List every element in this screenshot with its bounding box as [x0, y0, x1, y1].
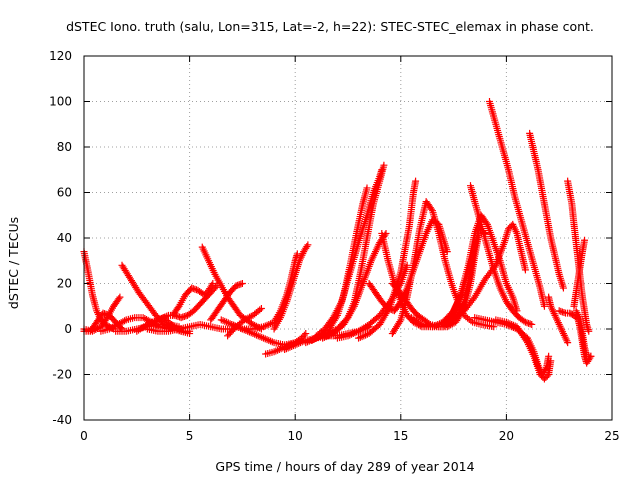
data-series	[572, 307, 595, 360]
x-tick-label: 5	[186, 429, 194, 443]
data-point	[545, 293, 553, 301]
data-series	[80, 293, 124, 335]
x-axis-tick-labels: 0 5 10 15 20 25	[80, 429, 619, 443]
data-point	[303, 243, 311, 251]
data-point	[427, 205, 435, 213]
data-point	[257, 305, 265, 313]
y-axis-tick-labels: -40 -20 0 20 40 60 80 100 120	[49, 49, 72, 427]
y-axis-title: dSTEC / TECUs	[6, 217, 21, 309]
data-point	[378, 166, 386, 174]
data-series	[439, 220, 529, 326]
data-point	[581, 236, 589, 244]
data-point	[521, 266, 529, 274]
data-series	[439, 211, 521, 328]
chart-title: dSTEC Iono. truth (salu, Lon=315, Lat=-2…	[66, 19, 594, 34]
data-point	[363, 184, 371, 192]
plot-frame	[83, 55, 613, 421]
data-series	[355, 177, 420, 342]
x-tick-label: 25	[604, 429, 619, 443]
y-tick-label: -20	[52, 368, 72, 382]
data-point	[545, 352, 553, 360]
data-point	[304, 241, 312, 249]
x-tick-label: 0	[80, 429, 88, 443]
data-point	[302, 330, 310, 338]
data-series	[224, 305, 265, 340]
y-tick-label: 0	[64, 322, 72, 336]
data-series	[545, 293, 572, 347]
y-tick-label: -40	[52, 413, 72, 427]
data-point	[585, 327, 593, 335]
data-point	[520, 317, 528, 325]
data-series	[570, 236, 589, 310]
data-point	[238, 280, 246, 287]
y-tick-label: 60	[57, 186, 72, 200]
data-point	[396, 318, 404, 326]
data-point	[403, 261, 411, 269]
data-series	[526, 129, 567, 292]
data-points	[80, 98, 595, 383]
x-tick-label: 15	[393, 429, 408, 443]
data-point	[586, 354, 594, 362]
data-series	[378, 229, 477, 331]
data-series	[169, 280, 217, 319]
data-series	[312, 166, 386, 340]
data-point	[116, 293, 124, 301]
data-point	[559, 284, 567, 292]
y-tick-label: 20	[57, 277, 72, 291]
data-point	[121, 317, 129, 325]
data-series	[466, 182, 536, 328]
data-point	[482, 219, 490, 227]
data-series	[492, 316, 555, 383]
data-point	[491, 263, 499, 271]
y-tick-label: 80	[57, 140, 72, 154]
data-point	[540, 302, 548, 310]
data-point	[256, 306, 264, 314]
data-point	[541, 365, 549, 373]
data-point	[209, 280, 217, 287]
data-point	[528, 320, 536, 328]
data-point	[186, 330, 194, 338]
data-point	[547, 357, 555, 365]
data-point	[176, 326, 184, 334]
data-point	[469, 295, 477, 303]
data-point	[467, 317, 475, 325]
data-series	[270, 241, 312, 333]
data-point	[587, 352, 595, 360]
y-tick-label: 120	[49, 49, 72, 63]
x-tick-label: 10	[288, 429, 303, 443]
data-point	[115, 295, 123, 303]
data-point	[443, 248, 451, 256]
data-point	[543, 372, 551, 380]
x-axis-title: GPS time / hours of day 289 of year 2014	[215, 459, 474, 474]
data-series	[486, 98, 548, 310]
data-point	[412, 177, 420, 185]
x-tick-label: 20	[499, 429, 514, 443]
data-point	[300, 331, 308, 339]
data-series	[207, 280, 246, 324]
y-tick-label: 40	[57, 231, 72, 245]
data-point	[380, 161, 388, 169]
data-point	[208, 281, 216, 289]
y-tick-label: 100	[49, 95, 72, 109]
